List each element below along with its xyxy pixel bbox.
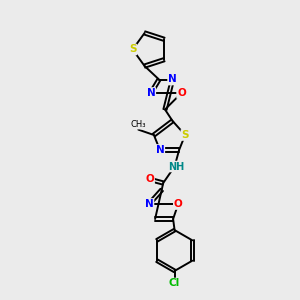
Text: S: S	[181, 130, 189, 140]
Text: N: N	[155, 145, 164, 155]
Text: N: N	[146, 88, 155, 98]
Text: NH: NH	[168, 161, 184, 172]
Text: Cl: Cl	[169, 278, 180, 289]
Text: O: O	[145, 174, 154, 184]
Text: O: O	[177, 88, 186, 98]
Text: S: S	[129, 44, 136, 55]
Text: N: N	[145, 199, 154, 209]
Text: N: N	[168, 74, 177, 85]
Text: CH₃: CH₃	[130, 120, 146, 129]
Text: O: O	[174, 199, 183, 209]
